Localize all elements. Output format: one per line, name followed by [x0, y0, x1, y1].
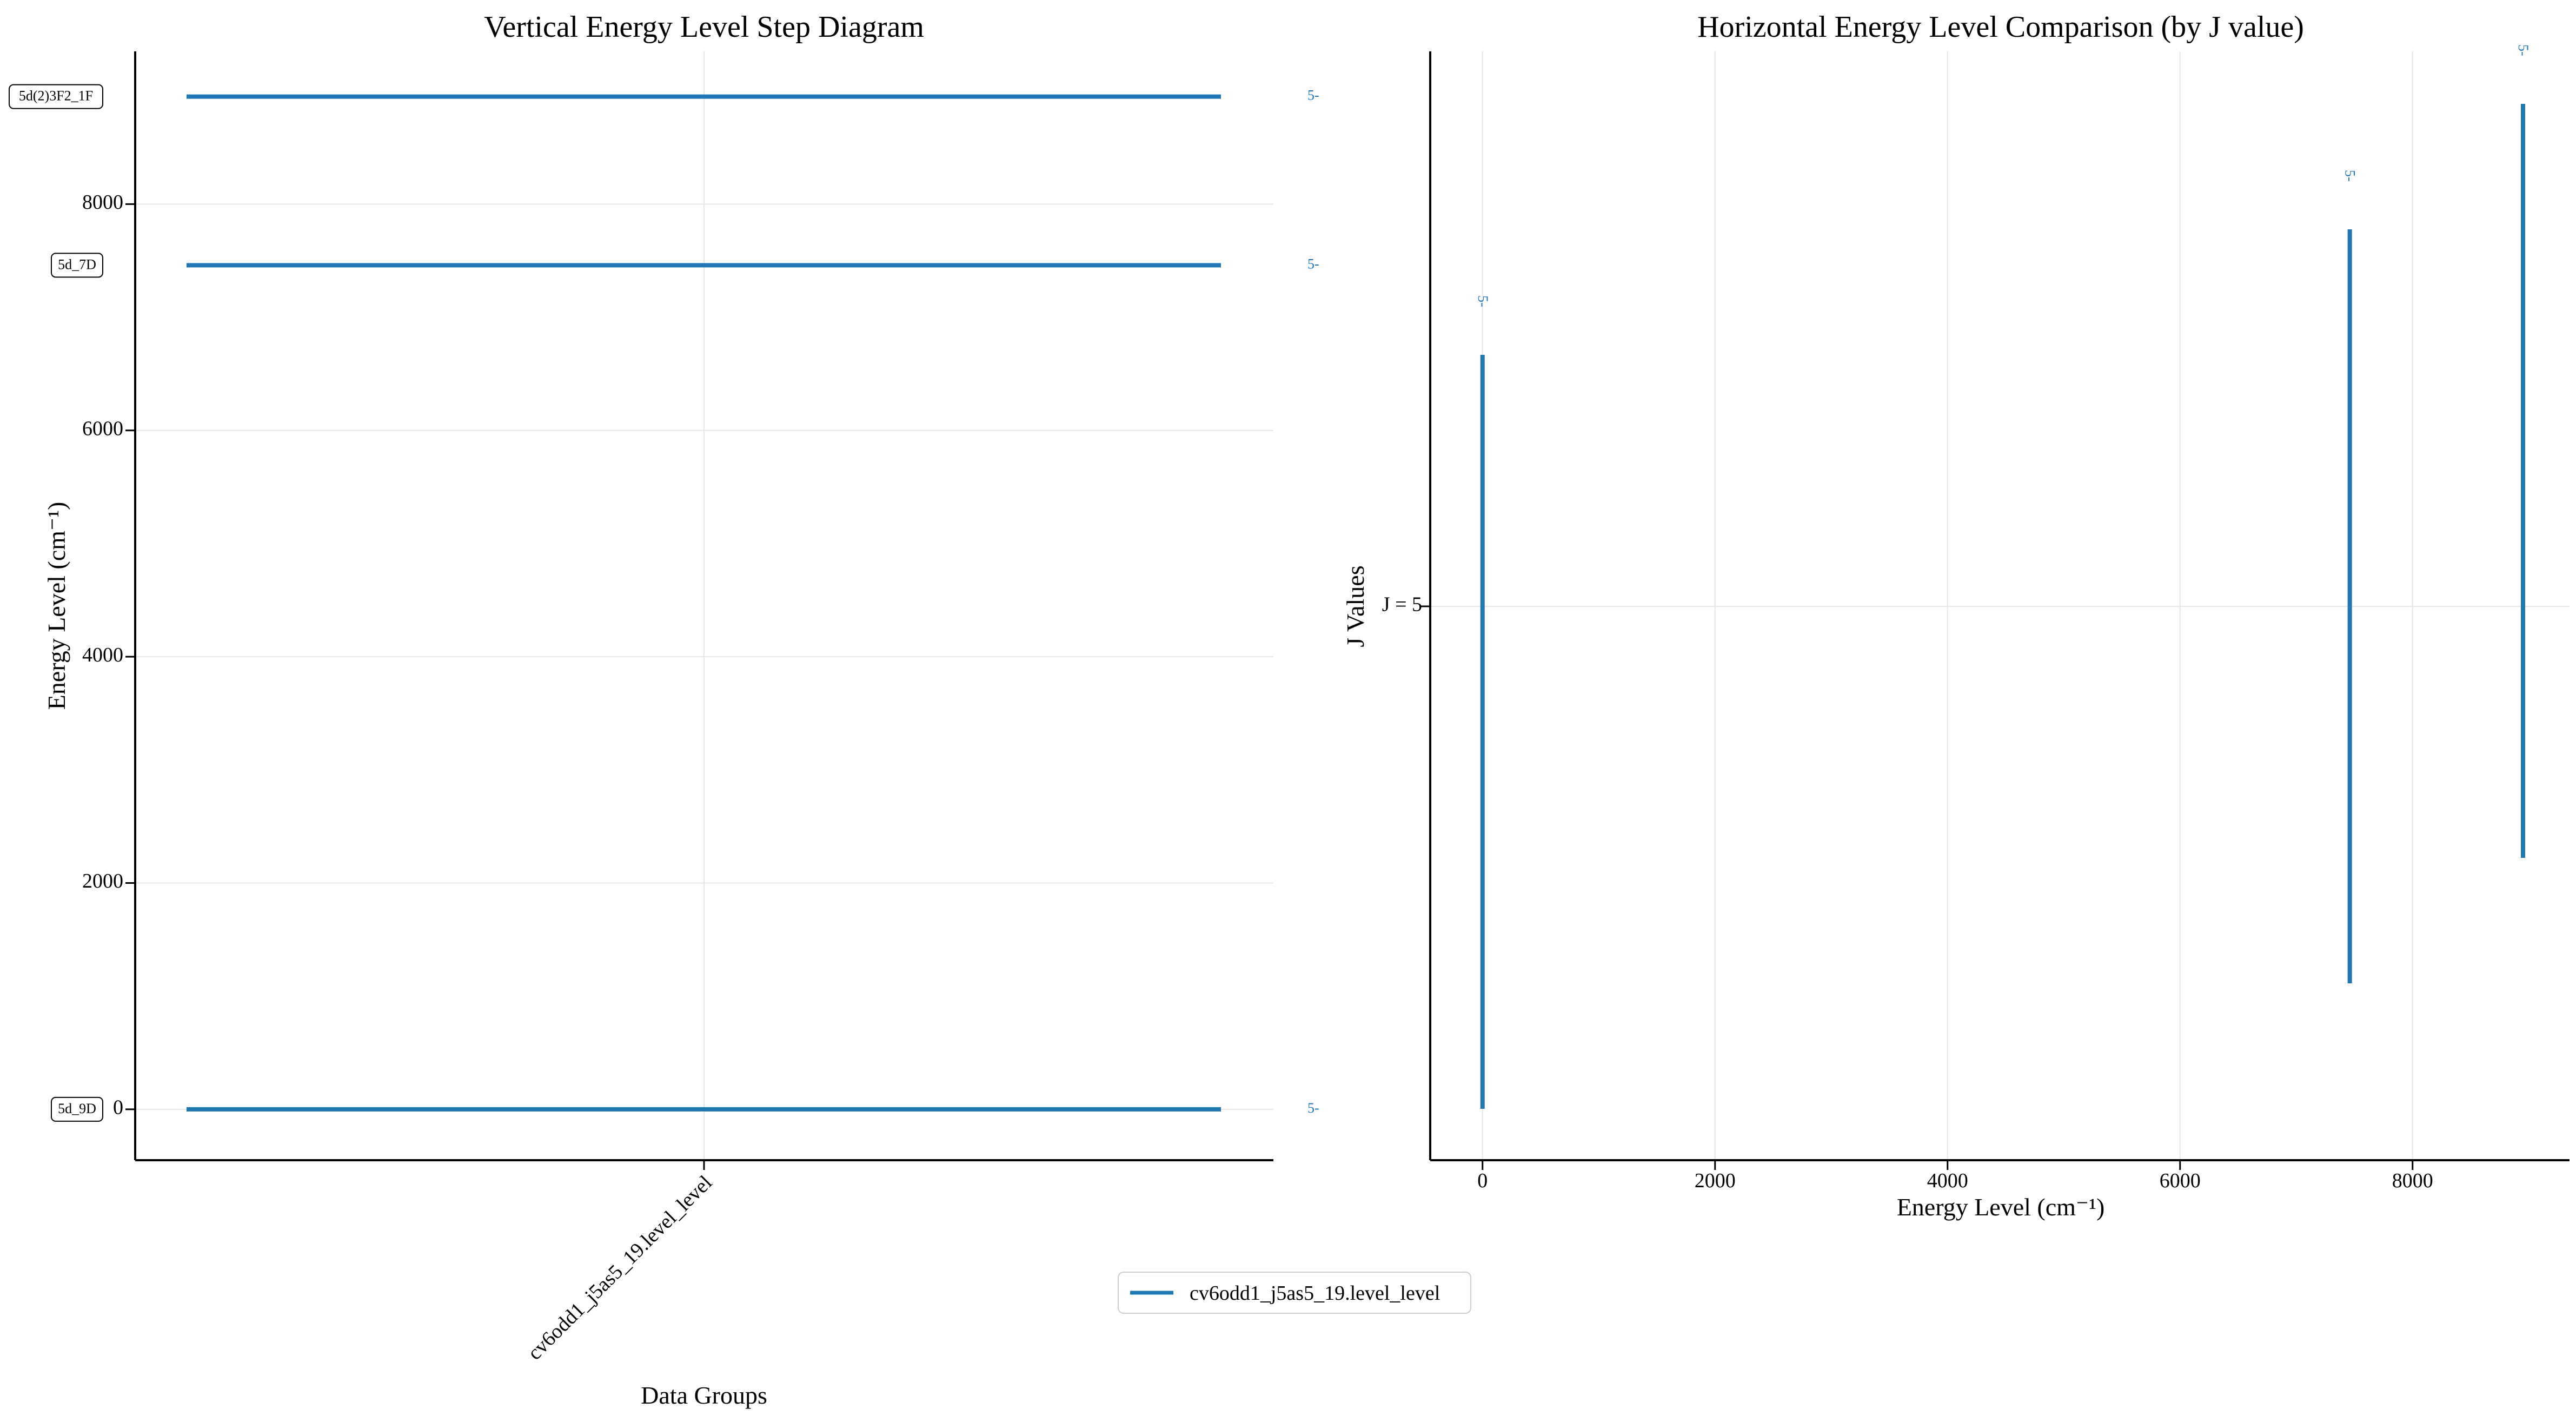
level-label-box	[51, 1096, 103, 1122]
right-y-tick-label: J = 5	[1382, 593, 1422, 616]
right-y-axis-label: J Values	[1342, 565, 1369, 647]
left-y-tick-label: 2000	[82, 870, 123, 892]
level-j-label: 5-	[1307, 1100, 1319, 1116]
right-panel: Horizontal Energy Level Comparison (by J…	[1342, 10, 2570, 1221]
right-levels	[1480, 104, 2525, 1109]
level-j-label: 5-	[1307, 88, 1319, 103]
left-panel: Vertical Energy Level Step Diagram 0 2000…	[9, 10, 1319, 1409]
right-x-tick-label: 2000	[1695, 1169, 1736, 1192]
right-j-labels: 5- 5- 5-	[1475, 44, 2531, 307]
level-j-label: 5-	[2342, 170, 2358, 182]
right-x-tick-label: 0	[1477, 1169, 1488, 1192]
right-x-tick-label: 6000	[2160, 1169, 2201, 1192]
level-label: 5d_7D	[58, 256, 96, 272]
right-x-ticks: 0 2000 4000 6000 8000	[1477, 1160, 2433, 1192]
left-chart-title: Vertical Energy Level Step Diagram	[484, 10, 924, 44]
level-label: 5d(2)3F2_1F	[19, 88, 93, 104]
left-grid	[135, 51, 1273, 1160]
left-levels	[187, 94, 1221, 1112]
legend: cv6odd1_j5as5_19.level_level	[1118, 1272, 1471, 1314]
left-x-tick-label: cv6odd1_j5as5_19.level_level	[523, 1171, 716, 1364]
left-y-tick-label: 8000	[82, 191, 123, 214]
left-level-labels: 5d_9D 5d_7D 5d(2)3F2_1F	[9, 84, 103, 1122]
right-chart-title: Horizontal Energy Level Comparison (by J…	[1697, 10, 2304, 44]
legend-label: cv6odd1_j5as5_19.level_level	[1190, 1282, 1440, 1305]
level-label: 5d_9D	[58, 1101, 96, 1116]
left-y-ticks: 0 2000 4000 6000 8000	[82, 191, 135, 1119]
right-grid	[1430, 51, 2570, 1160]
legend-frame	[1118, 1272, 1471, 1314]
left-y-axis-label: Energy Level (cm⁻¹)	[43, 502, 70, 710]
right-x-tick-label: 8000	[2392, 1169, 2433, 1192]
left-y-tick-label: 0	[113, 1096, 123, 1119]
left-x-axis-label: Data Groups	[641, 1381, 767, 1409]
left-y-tick-label: 6000	[82, 417, 123, 440]
level-j-label: 5-	[1475, 295, 1491, 307]
right-x-tick-label: 4000	[1927, 1169, 1968, 1192]
level-j-label: 5-	[1307, 256, 1319, 272]
level-j-label: 5-	[2515, 44, 2531, 56]
right-x-axis-label: Energy Level (cm⁻¹)	[1897, 1193, 2105, 1221]
left-j-labels: 5- 5- 5-	[1307, 88, 1319, 1116]
level-label-box	[51, 253, 103, 278]
left-y-tick-label: 4000	[82, 644, 123, 666]
level-label-box	[9, 84, 103, 109]
